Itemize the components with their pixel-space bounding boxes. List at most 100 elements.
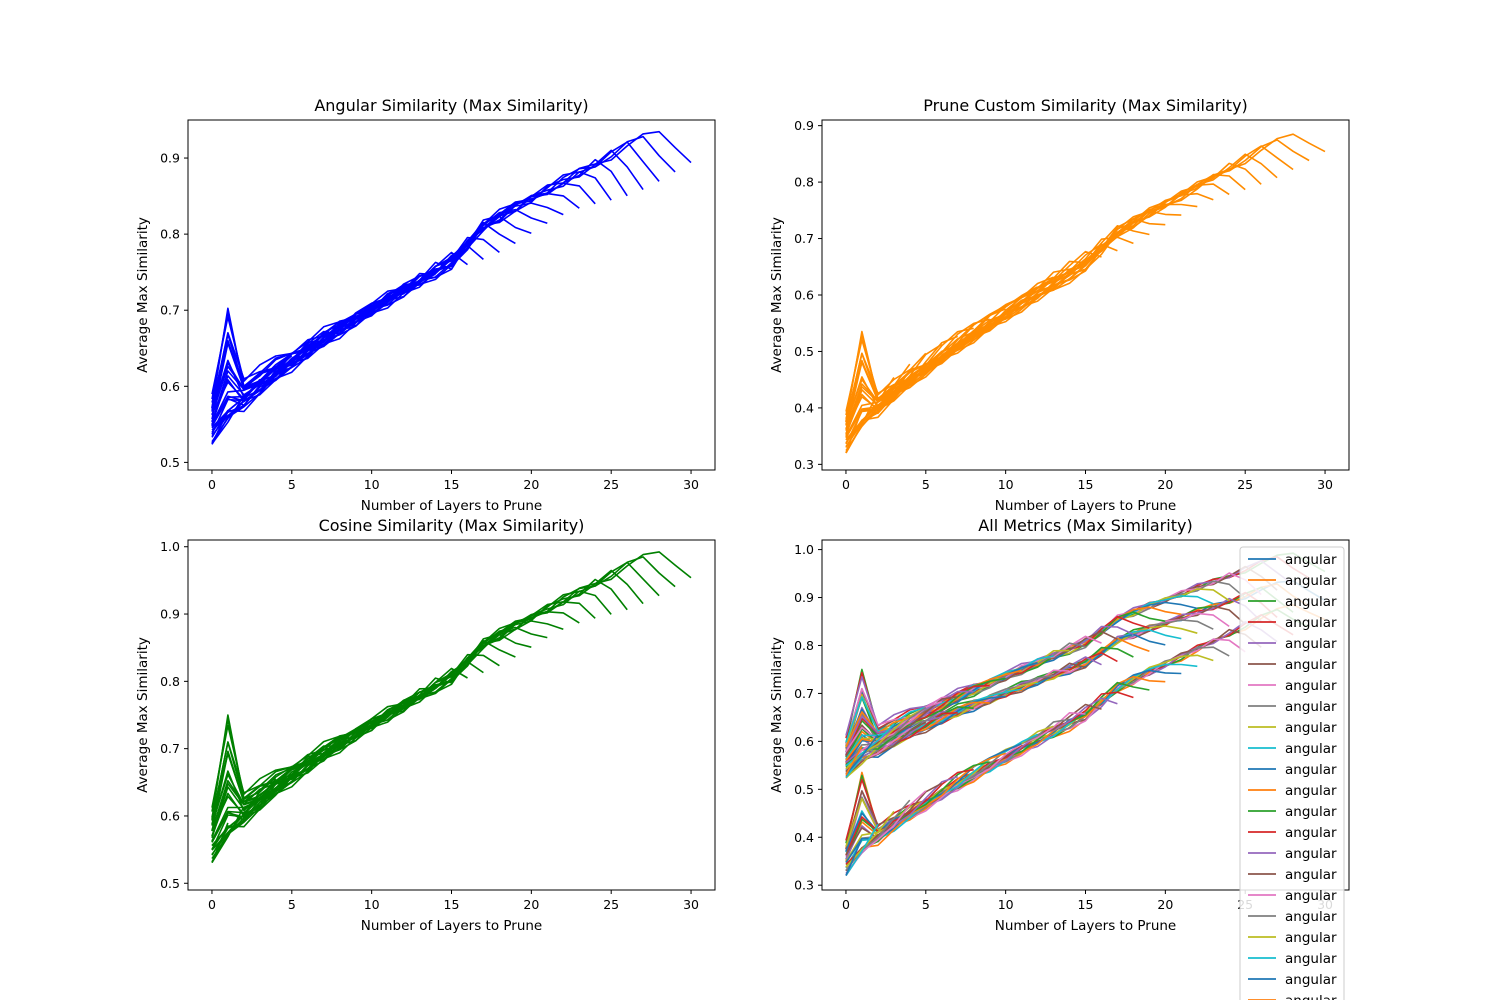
legend-entry: angular bbox=[1285, 825, 1337, 841]
x-tick-label: 30 bbox=[1317, 477, 1333, 492]
y-tick-label: 0.6 bbox=[794, 288, 814, 303]
x-tick-label: 0 bbox=[842, 477, 850, 492]
x-tick-label: 15 bbox=[444, 897, 460, 912]
panel-prune-custom-series bbox=[845, 133, 1326, 454]
panel-prune-custom-y-ticks: 0.3 0.4 0.5 0.6 0.7 0.8 0.9 bbox=[794, 118, 822, 472]
y-tick-label: 0.8 bbox=[160, 227, 180, 242]
legend-entry: angular bbox=[1285, 888, 1337, 904]
x-tick-label: 10 bbox=[364, 897, 380, 912]
y-tick-label: 0.9 bbox=[160, 151, 180, 166]
legend-entry: angular bbox=[1285, 804, 1337, 820]
x-tick-label: 5 bbox=[288, 897, 296, 912]
y-tick-label: 0.3 bbox=[794, 457, 814, 472]
x-tick-label: 30 bbox=[683, 897, 699, 912]
panel-prune-custom-x-ticks: 0 5 10 15 20 25 30 bbox=[842, 470, 1333, 492]
series-line-57 bbox=[845, 799, 911, 871]
y-tick-label: 1.0 bbox=[160, 539, 180, 554]
y-tick-label: 0.7 bbox=[794, 686, 814, 701]
panel-angular: Angular Similarity (Max Similarity) 0 5 10… bbox=[135, 96, 716, 514]
legend-entry: angular bbox=[1285, 699, 1337, 715]
panel-cosine-series bbox=[211, 551, 692, 864]
x-tick-label: 20 bbox=[1157, 897, 1173, 912]
x-tick-label: 30 bbox=[683, 477, 699, 492]
y-tick-label: 0.8 bbox=[160, 674, 180, 689]
panel-all-metrics-y-ticks: 0.3 0.4 0.5 0.6 0.7 0.8 0.9 1.0 bbox=[794, 542, 822, 893]
x-tick-label: 15 bbox=[444, 477, 460, 492]
panel-cosine-xlabel: Number of Layers to Prune bbox=[361, 918, 543, 934]
x-tick-label: 10 bbox=[998, 897, 1014, 912]
legend-entry: angular bbox=[1285, 552, 1337, 568]
legend-entry: angular bbox=[1285, 615, 1337, 631]
panel-all-metrics-ylabel: Average Max Similarity bbox=[769, 637, 785, 793]
y-tick-label: 0.7 bbox=[160, 303, 180, 318]
x-tick-label: 25 bbox=[603, 477, 619, 492]
y-tick-label: 0.9 bbox=[160, 607, 180, 622]
series-line-88 bbox=[845, 714, 911, 770]
panel-angular-ylabel: Average Max Similarity bbox=[135, 217, 151, 373]
legend-box bbox=[1239, 546, 1345, 1000]
panel-prune-custom-xlabel: Number of Layers to Prune bbox=[995, 498, 1177, 514]
x-tick-label: 20 bbox=[523, 897, 539, 912]
series-line-29 bbox=[845, 409, 863, 454]
legend-entry: angular bbox=[1285, 678, 1337, 694]
legend-entry: angular bbox=[1285, 867, 1337, 883]
series-line-90 bbox=[845, 734, 879, 776]
series-line-25 bbox=[211, 355, 293, 445]
y-tick-label: 0.5 bbox=[794, 344, 814, 359]
panel-cosine-y-ticks: 0.5 0.6 0.7 0.8 0.9 1.0 bbox=[160, 539, 188, 891]
legend-entry: angular bbox=[1285, 930, 1337, 946]
x-tick-label: 15 bbox=[1078, 897, 1094, 912]
series-line-29 bbox=[211, 822, 229, 863]
legend-entry: angular bbox=[1285, 657, 1337, 673]
legend-entry: angular bbox=[1285, 573, 1337, 589]
y-tick-label: 0.7 bbox=[160, 741, 180, 756]
x-tick-label: 20 bbox=[523, 477, 539, 492]
panel-all-metrics-legend: angular angular angular angular angular angul… bbox=[1239, 546, 1345, 1000]
series-line-87 bbox=[845, 706, 927, 775]
y-tick-label: 0.6 bbox=[160, 808, 180, 823]
panel-angular-x-ticks: 0 5 10 15 20 25 30 bbox=[208, 470, 699, 492]
legend-entry: angular bbox=[1285, 594, 1337, 610]
y-tick-label: 0.9 bbox=[794, 118, 814, 133]
panel-angular-title: Angular Similarity (Max Similarity) bbox=[314, 96, 588, 115]
panel-all-metrics-series bbox=[845, 552, 1326, 877]
panel-cosine-x-ticks: 0 5 10 15 20 25 30 bbox=[208, 890, 699, 912]
series-line-29 bbox=[845, 756, 863, 778]
legend-entry: angular bbox=[1285, 993, 1337, 1000]
panel-angular-y-ticks: 0.5 0.6 0.7 0.8 0.9 bbox=[160, 151, 188, 470]
y-tick-label: 0.4 bbox=[794, 830, 814, 845]
series-line-28 bbox=[211, 806, 245, 864]
panel-cosine-title: Cosine Similarity (Max Similarity) bbox=[319, 516, 585, 535]
legend-entry: angular bbox=[1285, 909, 1337, 925]
panel-all-metrics-title: All Metrics (Max Similarity) bbox=[978, 516, 1192, 535]
legend-entry: angular bbox=[1285, 846, 1337, 862]
y-tick-label: 0.7 bbox=[794, 231, 814, 246]
y-tick-label: 0.9 bbox=[794, 590, 814, 605]
y-tick-label: 0.5 bbox=[160, 876, 180, 891]
panel-cosine: Cosine Similarity (Max Similarity) 0 5 10 1… bbox=[135, 516, 716, 934]
legend-entry: angular bbox=[1285, 783, 1337, 799]
legend-entry: angular bbox=[1285, 720, 1337, 736]
series-line-29 bbox=[211, 411, 229, 444]
series-line-26 bbox=[845, 363, 911, 448]
series-line-28 bbox=[845, 746, 879, 779]
x-tick-label: 25 bbox=[1237, 477, 1253, 492]
y-tick-label: 0.5 bbox=[160, 455, 180, 470]
series-line-26 bbox=[211, 778, 277, 855]
panel-prune-custom-ylabel: Average Max Similarity bbox=[769, 217, 785, 373]
y-tick-label: 0.5 bbox=[794, 782, 814, 797]
panel-angular-series bbox=[211, 130, 692, 445]
series-line-59 bbox=[845, 823, 879, 877]
y-tick-label: 0.3 bbox=[794, 878, 814, 893]
series-line-24 bbox=[211, 759, 309, 856]
panel-prune-custom: Prune Custom Similarity (Max Similarity)… bbox=[769, 96, 1350, 514]
x-tick-label: 10 bbox=[998, 477, 1014, 492]
legend-entry: angular bbox=[1285, 972, 1337, 988]
y-tick-label: 0.6 bbox=[160, 379, 180, 394]
x-tick-label: 25 bbox=[603, 897, 619, 912]
x-tick-label: 20 bbox=[1157, 477, 1173, 492]
legend-entry: angular bbox=[1285, 951, 1337, 967]
legend-entry: angular bbox=[1285, 636, 1337, 652]
x-tick-label: 5 bbox=[922, 897, 930, 912]
